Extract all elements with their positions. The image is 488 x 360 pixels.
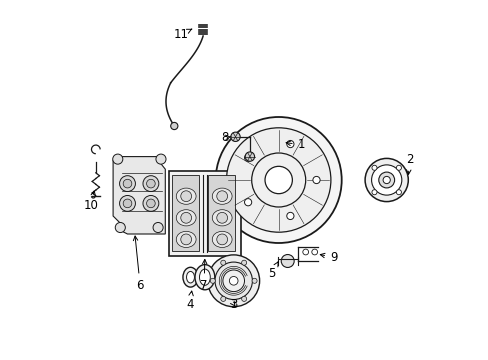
Circle shape (170, 122, 178, 130)
Circle shape (215, 117, 341, 243)
Circle shape (286, 140, 293, 148)
Circle shape (216, 212, 227, 223)
Circle shape (281, 255, 294, 267)
Circle shape (181, 212, 191, 223)
Text: 7: 7 (200, 260, 207, 292)
Circle shape (207, 255, 259, 307)
Circle shape (156, 154, 166, 164)
Circle shape (286, 212, 293, 220)
Circle shape (146, 179, 155, 188)
Circle shape (382, 176, 389, 184)
Circle shape (120, 195, 135, 211)
Circle shape (153, 222, 163, 233)
Circle shape (396, 165, 401, 170)
Circle shape (251, 153, 305, 207)
Bar (168, 171, 241, 256)
Circle shape (396, 190, 401, 195)
Bar (172, 175, 199, 251)
Circle shape (216, 191, 227, 202)
Circle shape (226, 128, 330, 232)
Text: 10: 10 (83, 191, 98, 212)
Text: 1: 1 (285, 138, 305, 151)
Circle shape (220, 260, 225, 265)
Circle shape (220, 296, 225, 301)
Text: 9: 9 (320, 251, 337, 264)
Circle shape (123, 179, 132, 188)
Circle shape (311, 249, 317, 255)
Ellipse shape (183, 267, 198, 287)
Circle shape (229, 276, 238, 285)
Circle shape (244, 199, 251, 206)
Circle shape (371, 190, 376, 195)
Circle shape (371, 165, 401, 195)
Text: 5: 5 (267, 262, 278, 280)
Circle shape (142, 195, 159, 211)
Circle shape (181, 191, 191, 202)
Circle shape (216, 234, 227, 245)
Circle shape (378, 172, 394, 188)
Circle shape (142, 176, 159, 192)
Circle shape (146, 199, 155, 208)
Ellipse shape (199, 269, 210, 285)
Ellipse shape (176, 210, 196, 226)
Ellipse shape (212, 188, 232, 204)
Circle shape (115, 222, 125, 233)
Ellipse shape (212, 231, 232, 248)
Text: 6: 6 (133, 236, 143, 292)
Text: 8: 8 (221, 131, 231, 144)
Text: 11: 11 (174, 28, 191, 41)
Circle shape (365, 158, 407, 202)
Ellipse shape (176, 188, 196, 204)
Text: 3: 3 (229, 298, 237, 311)
Circle shape (241, 260, 246, 265)
Circle shape (302, 249, 308, 255)
Circle shape (244, 154, 251, 161)
Text: 2: 2 (405, 153, 412, 174)
Circle shape (120, 176, 135, 192)
Circle shape (244, 152, 254, 161)
Circle shape (215, 262, 252, 300)
Circle shape (210, 278, 215, 283)
Circle shape (223, 270, 244, 292)
Circle shape (312, 176, 320, 184)
Ellipse shape (195, 265, 214, 290)
Circle shape (371, 165, 376, 170)
Circle shape (241, 296, 246, 301)
Circle shape (230, 132, 240, 141)
Ellipse shape (176, 231, 196, 248)
Circle shape (181, 234, 191, 245)
Text: 4: 4 (185, 291, 193, 311)
Circle shape (123, 199, 132, 208)
Circle shape (113, 154, 122, 164)
Ellipse shape (186, 271, 194, 283)
Bar (208, 175, 235, 251)
Circle shape (264, 166, 292, 194)
Ellipse shape (212, 210, 232, 226)
Circle shape (251, 278, 257, 283)
Polygon shape (113, 157, 165, 234)
